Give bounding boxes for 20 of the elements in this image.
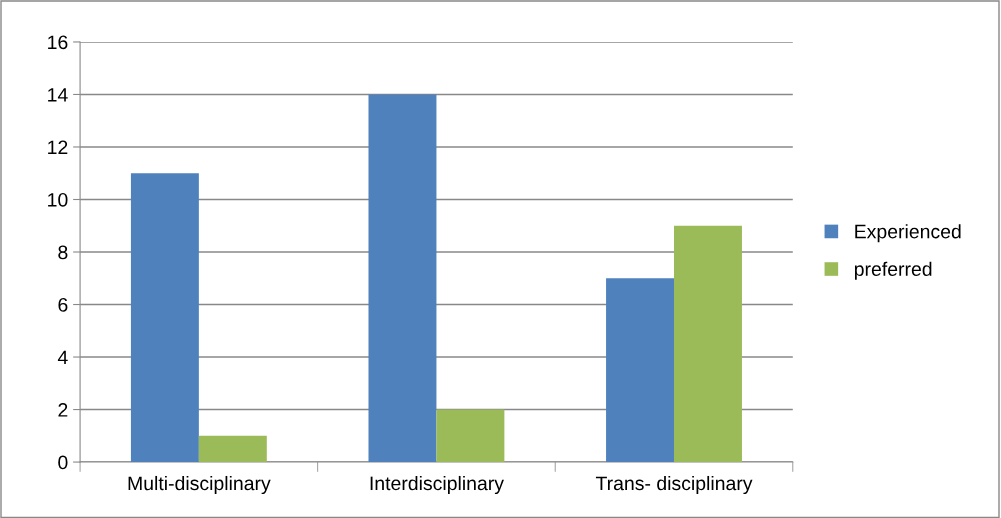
x-tick-label: Interdisciplinary bbox=[370, 475, 504, 495]
y-tick-label: 16 bbox=[48, 35, 68, 50]
legend-label: preferred bbox=[854, 261, 932, 280]
bar bbox=[606, 278, 675, 463]
legend-label: Experienced bbox=[855, 224, 961, 243]
y-tick-label: 4 bbox=[57, 350, 68, 365]
x-tick-label: Trans- disciplinary bbox=[595, 475, 753, 495]
y-tick-label: 8 bbox=[58, 245, 68, 260]
y-tick-label: 14 bbox=[48, 88, 68, 102]
bar bbox=[130, 173, 199, 463]
y-tick-label: 6 bbox=[58, 297, 68, 312]
bar bbox=[674, 225, 742, 463]
y-tick-label: 12 bbox=[48, 140, 68, 155]
x-tick-label: Multi-disciplinary bbox=[128, 475, 271, 495]
y-tick-label: 0 bbox=[58, 455, 68, 470]
bar bbox=[368, 94, 437, 463]
y-tick-label: 2 bbox=[58, 403, 68, 417]
bar bbox=[436, 409, 505, 463]
y-tick-label: 10 bbox=[48, 192, 68, 207]
bar bbox=[198, 435, 267, 463]
